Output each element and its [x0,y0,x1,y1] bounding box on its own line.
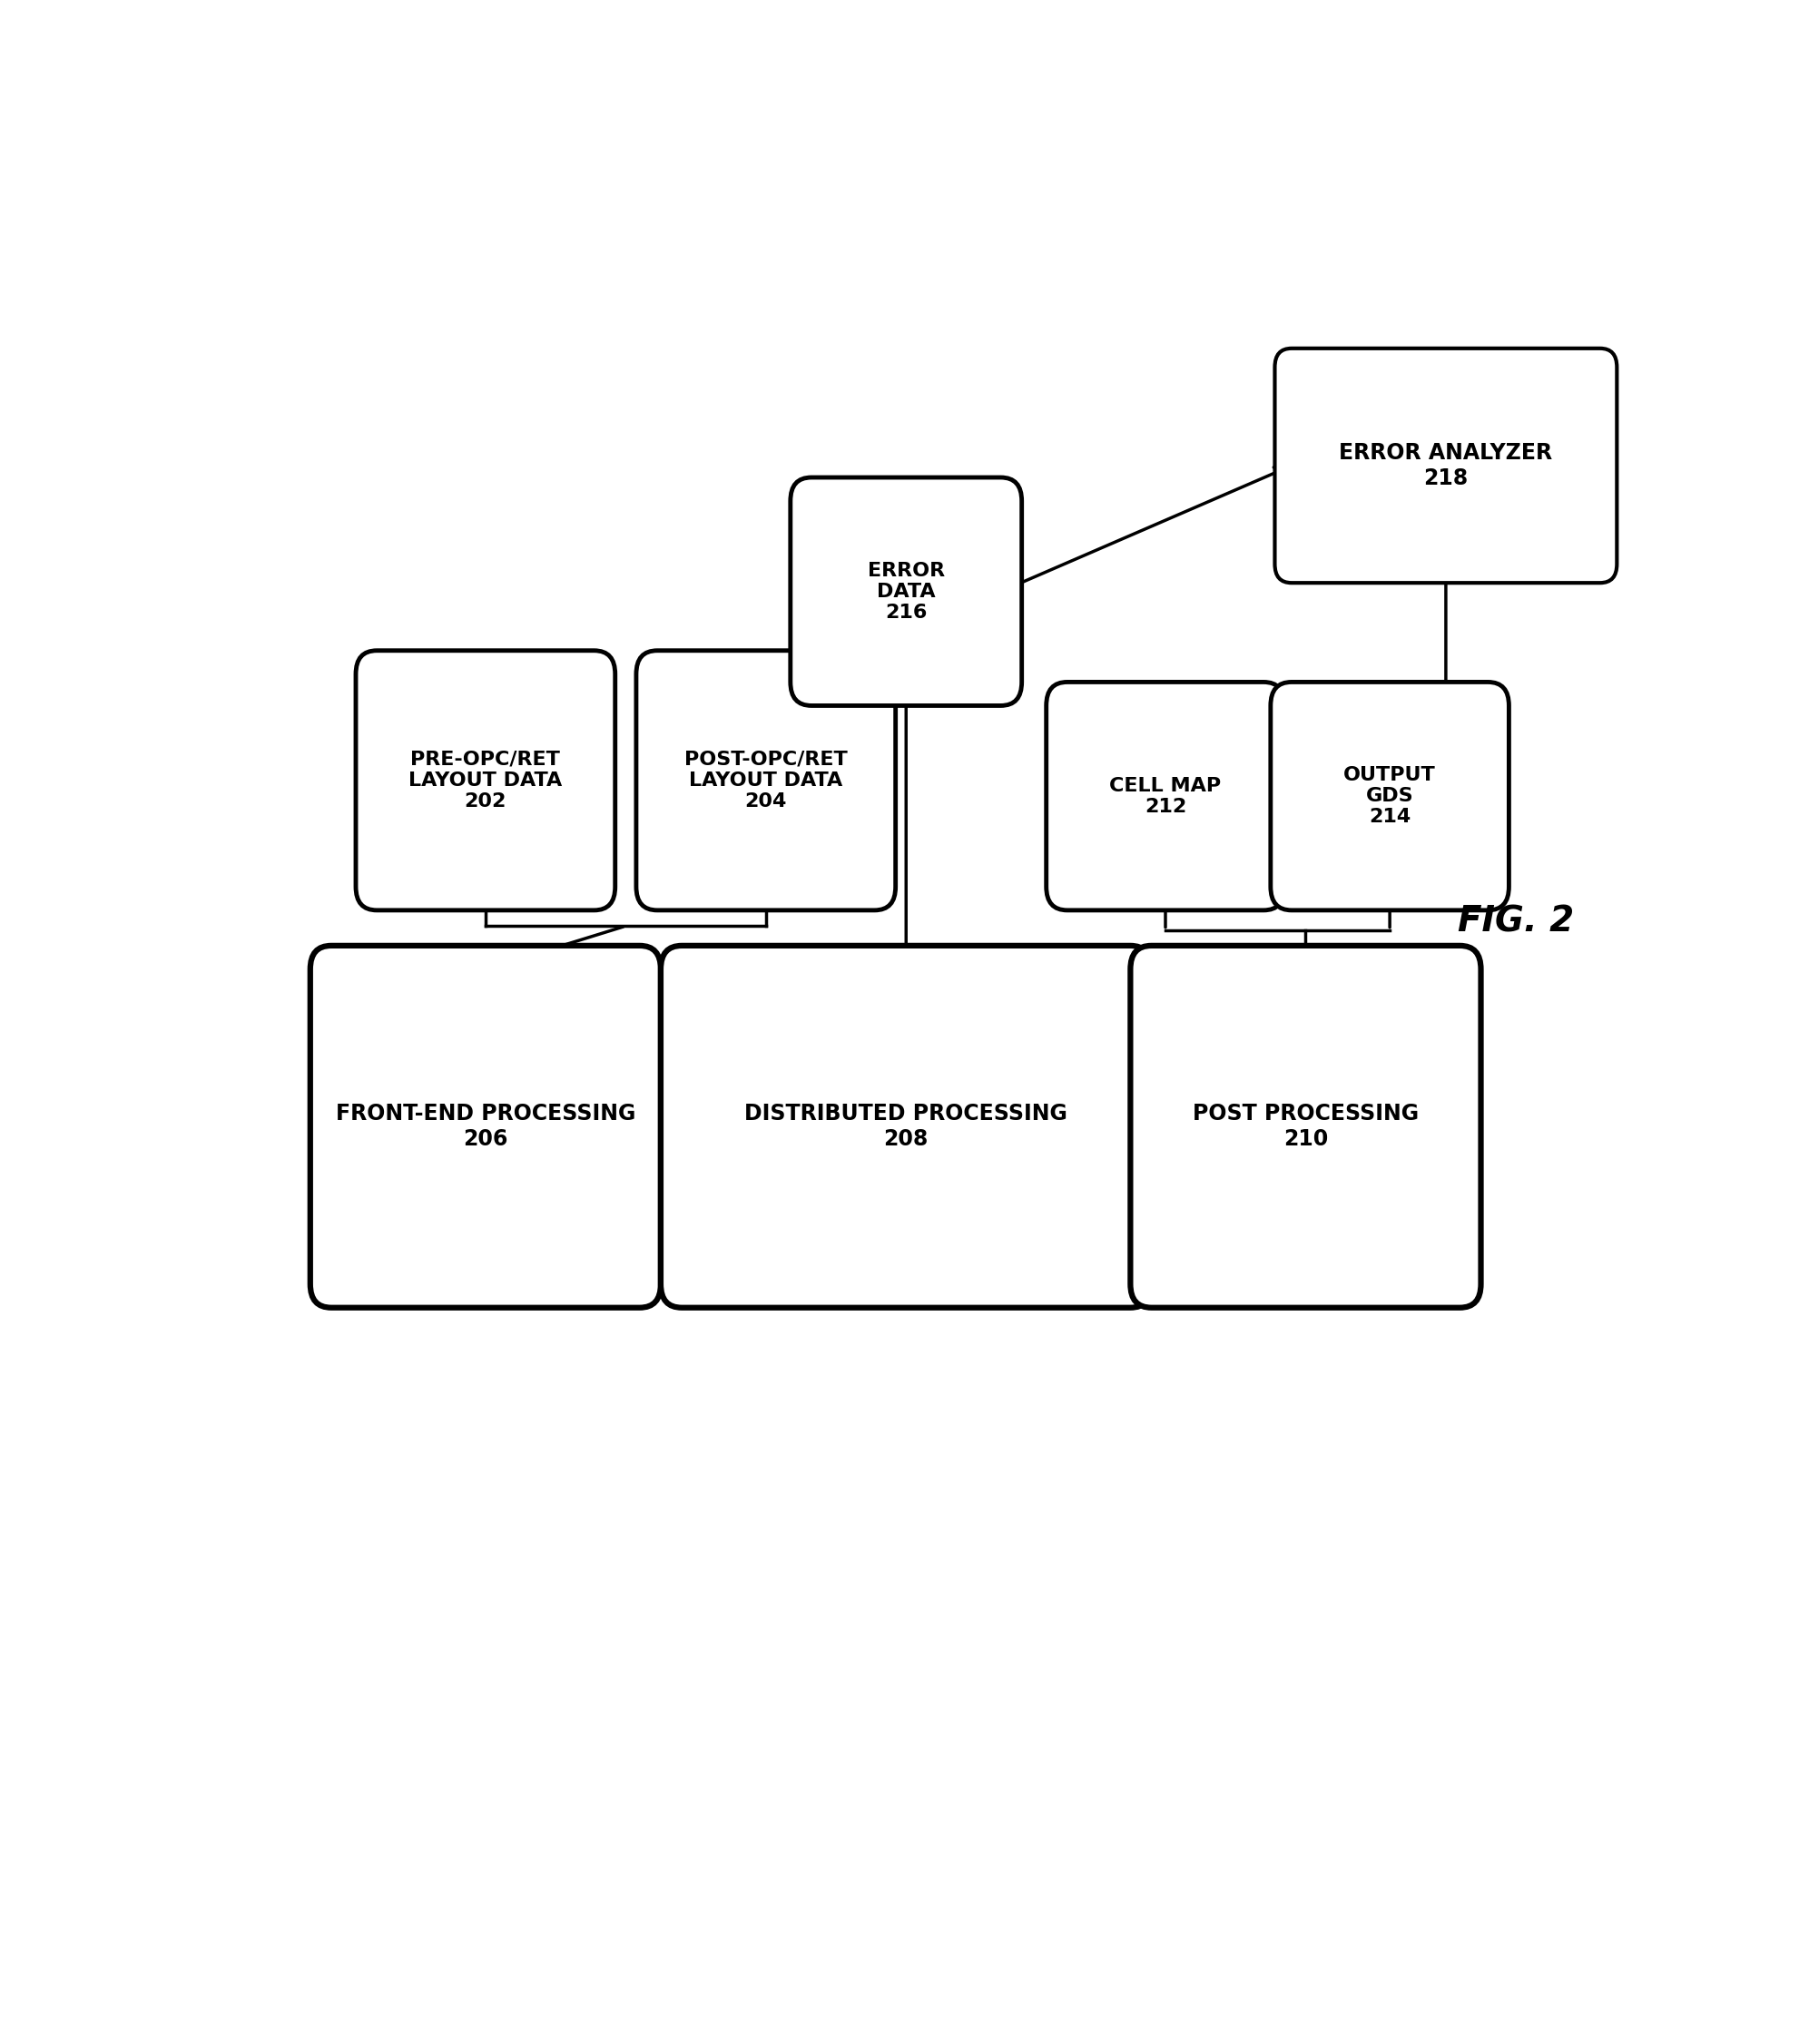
FancyBboxPatch shape [1046,683,1284,910]
FancyBboxPatch shape [356,650,615,910]
Text: ERROR ANALYZER
218: ERROR ANALYZER 218 [1339,442,1552,489]
FancyBboxPatch shape [1270,683,1509,910]
Text: PRE-OPC/RET
LAYOUT DATA
202: PRE-OPC/RET LAYOUT DATA 202 [409,750,563,811]
Text: FRONT-END PROCESSING
206: FRONT-END PROCESSING 206 [335,1104,635,1151]
FancyBboxPatch shape [637,650,895,910]
FancyBboxPatch shape [791,478,1022,705]
FancyBboxPatch shape [1275,347,1617,583]
Text: ERROR
DATA
216: ERROR DATA 216 [868,562,944,621]
Text: CELL MAP
212: CELL MAP 212 [1109,777,1221,816]
FancyBboxPatch shape [1131,946,1482,1308]
Text: DISTRIBUTED PROCESSING
208: DISTRIBUTED PROCESSING 208 [745,1104,1067,1151]
Text: FIG. 2: FIG. 2 [1458,905,1574,940]
Text: OUTPUT
GDS
214: OUTPUT GDS 214 [1344,766,1436,826]
FancyBboxPatch shape [309,946,660,1308]
Text: POST PROCESSING
210: POST PROCESSING 210 [1192,1104,1418,1151]
Text: POST-OPC/RET
LAYOUT DATA
204: POST-OPC/RET LAYOUT DATA 204 [684,750,847,811]
FancyBboxPatch shape [660,946,1151,1308]
